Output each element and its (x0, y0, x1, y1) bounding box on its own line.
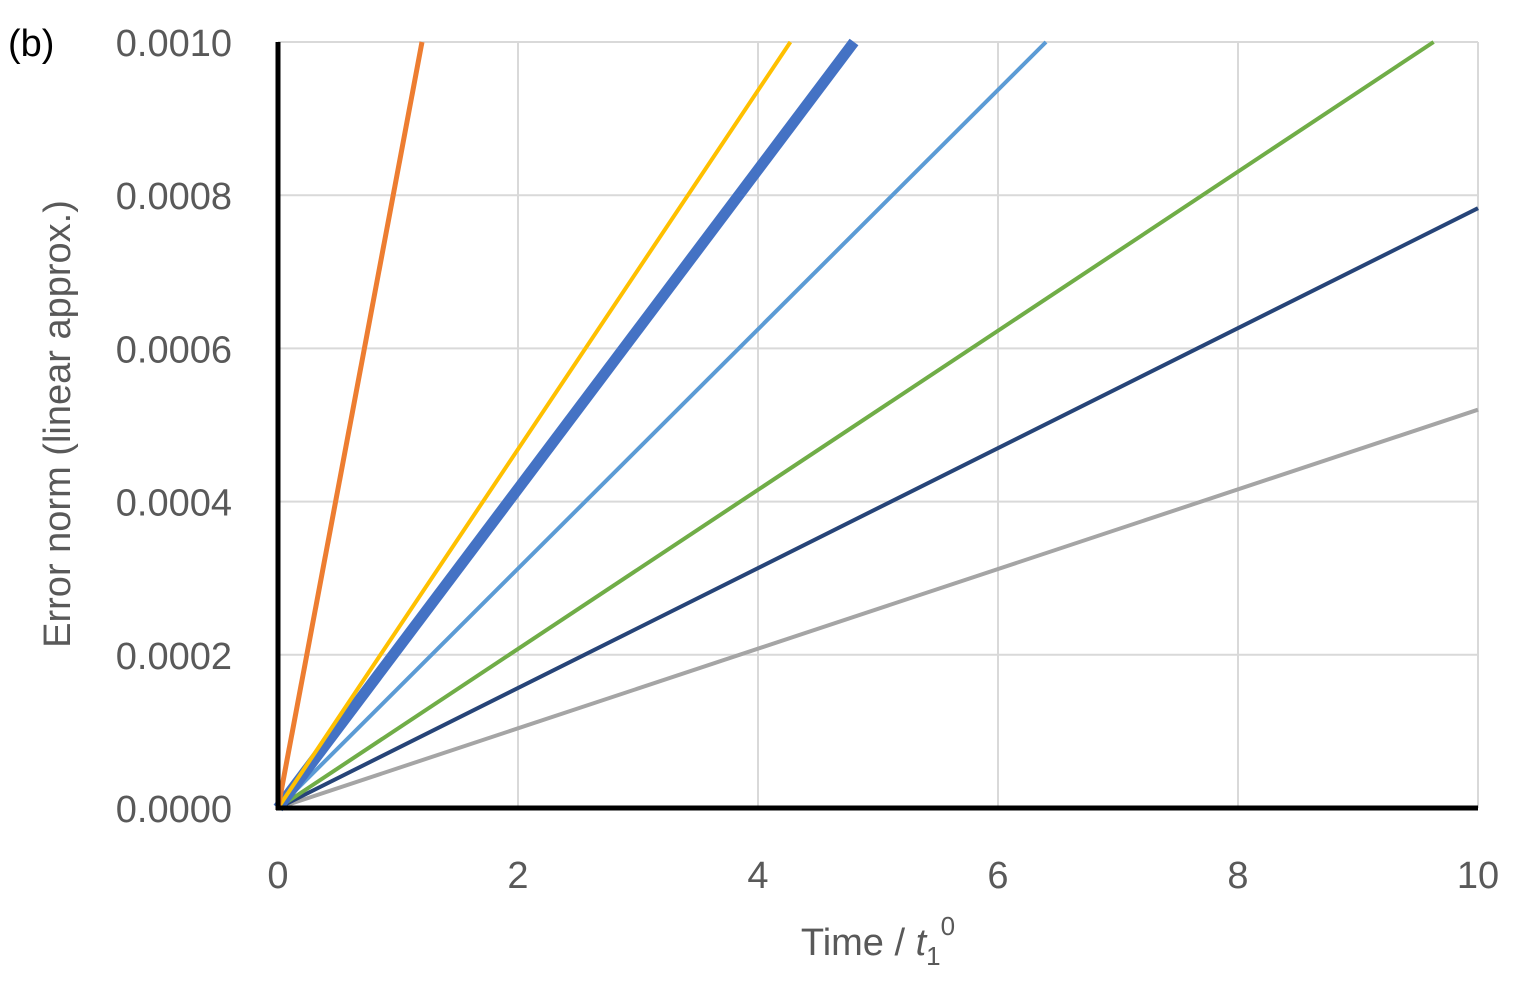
series-line-4 (276, 40, 1048, 810)
y-tick-label-0: 0.0000 (116, 789, 232, 831)
x-tick-label-2: 4 (747, 855, 768, 897)
x-tick-label-3: 6 (987, 855, 1008, 897)
y-tick-label-4: 0.0008 (116, 176, 232, 218)
x-tick-label-5: 10 (1457, 855, 1499, 897)
axes (275, 42, 1478, 811)
series-line-2 (277, 206, 1479, 810)
x-tick-label-0: 0 (267, 855, 288, 897)
x-tick-label-1: 2 (507, 855, 528, 897)
series-lines (273, 38, 1479, 812)
y-tick-label-5: 0.0010 (116, 23, 232, 65)
series-line-1 (277, 407, 1479, 810)
x-axis-title: Time / t10 (801, 911, 955, 971)
series-line-5 (273, 38, 859, 812)
panel-label: (b) (8, 23, 54, 65)
y-axis-title: Error norm (linear approx.) (37, 200, 79, 648)
series-line-6 (276, 40, 793, 810)
x-tick-label-4: 8 (1227, 855, 1248, 897)
y-tick-label-3: 0.0006 (116, 329, 232, 371)
series-line-7 (275, 41, 425, 809)
y-tick-label-2: 0.0004 (116, 483, 232, 525)
series-line-3 (276, 40, 1435, 810)
x-tick-labels: 0 2 4 6 8 10 (267, 855, 1499, 897)
y-tick-labels: 0.0000 0.0002 0.0004 0.0006 0.0008 0.0010 (116, 23, 232, 831)
grid-lines (278, 41, 1479, 808)
y-tick-label-1: 0.0002 (116, 636, 232, 678)
